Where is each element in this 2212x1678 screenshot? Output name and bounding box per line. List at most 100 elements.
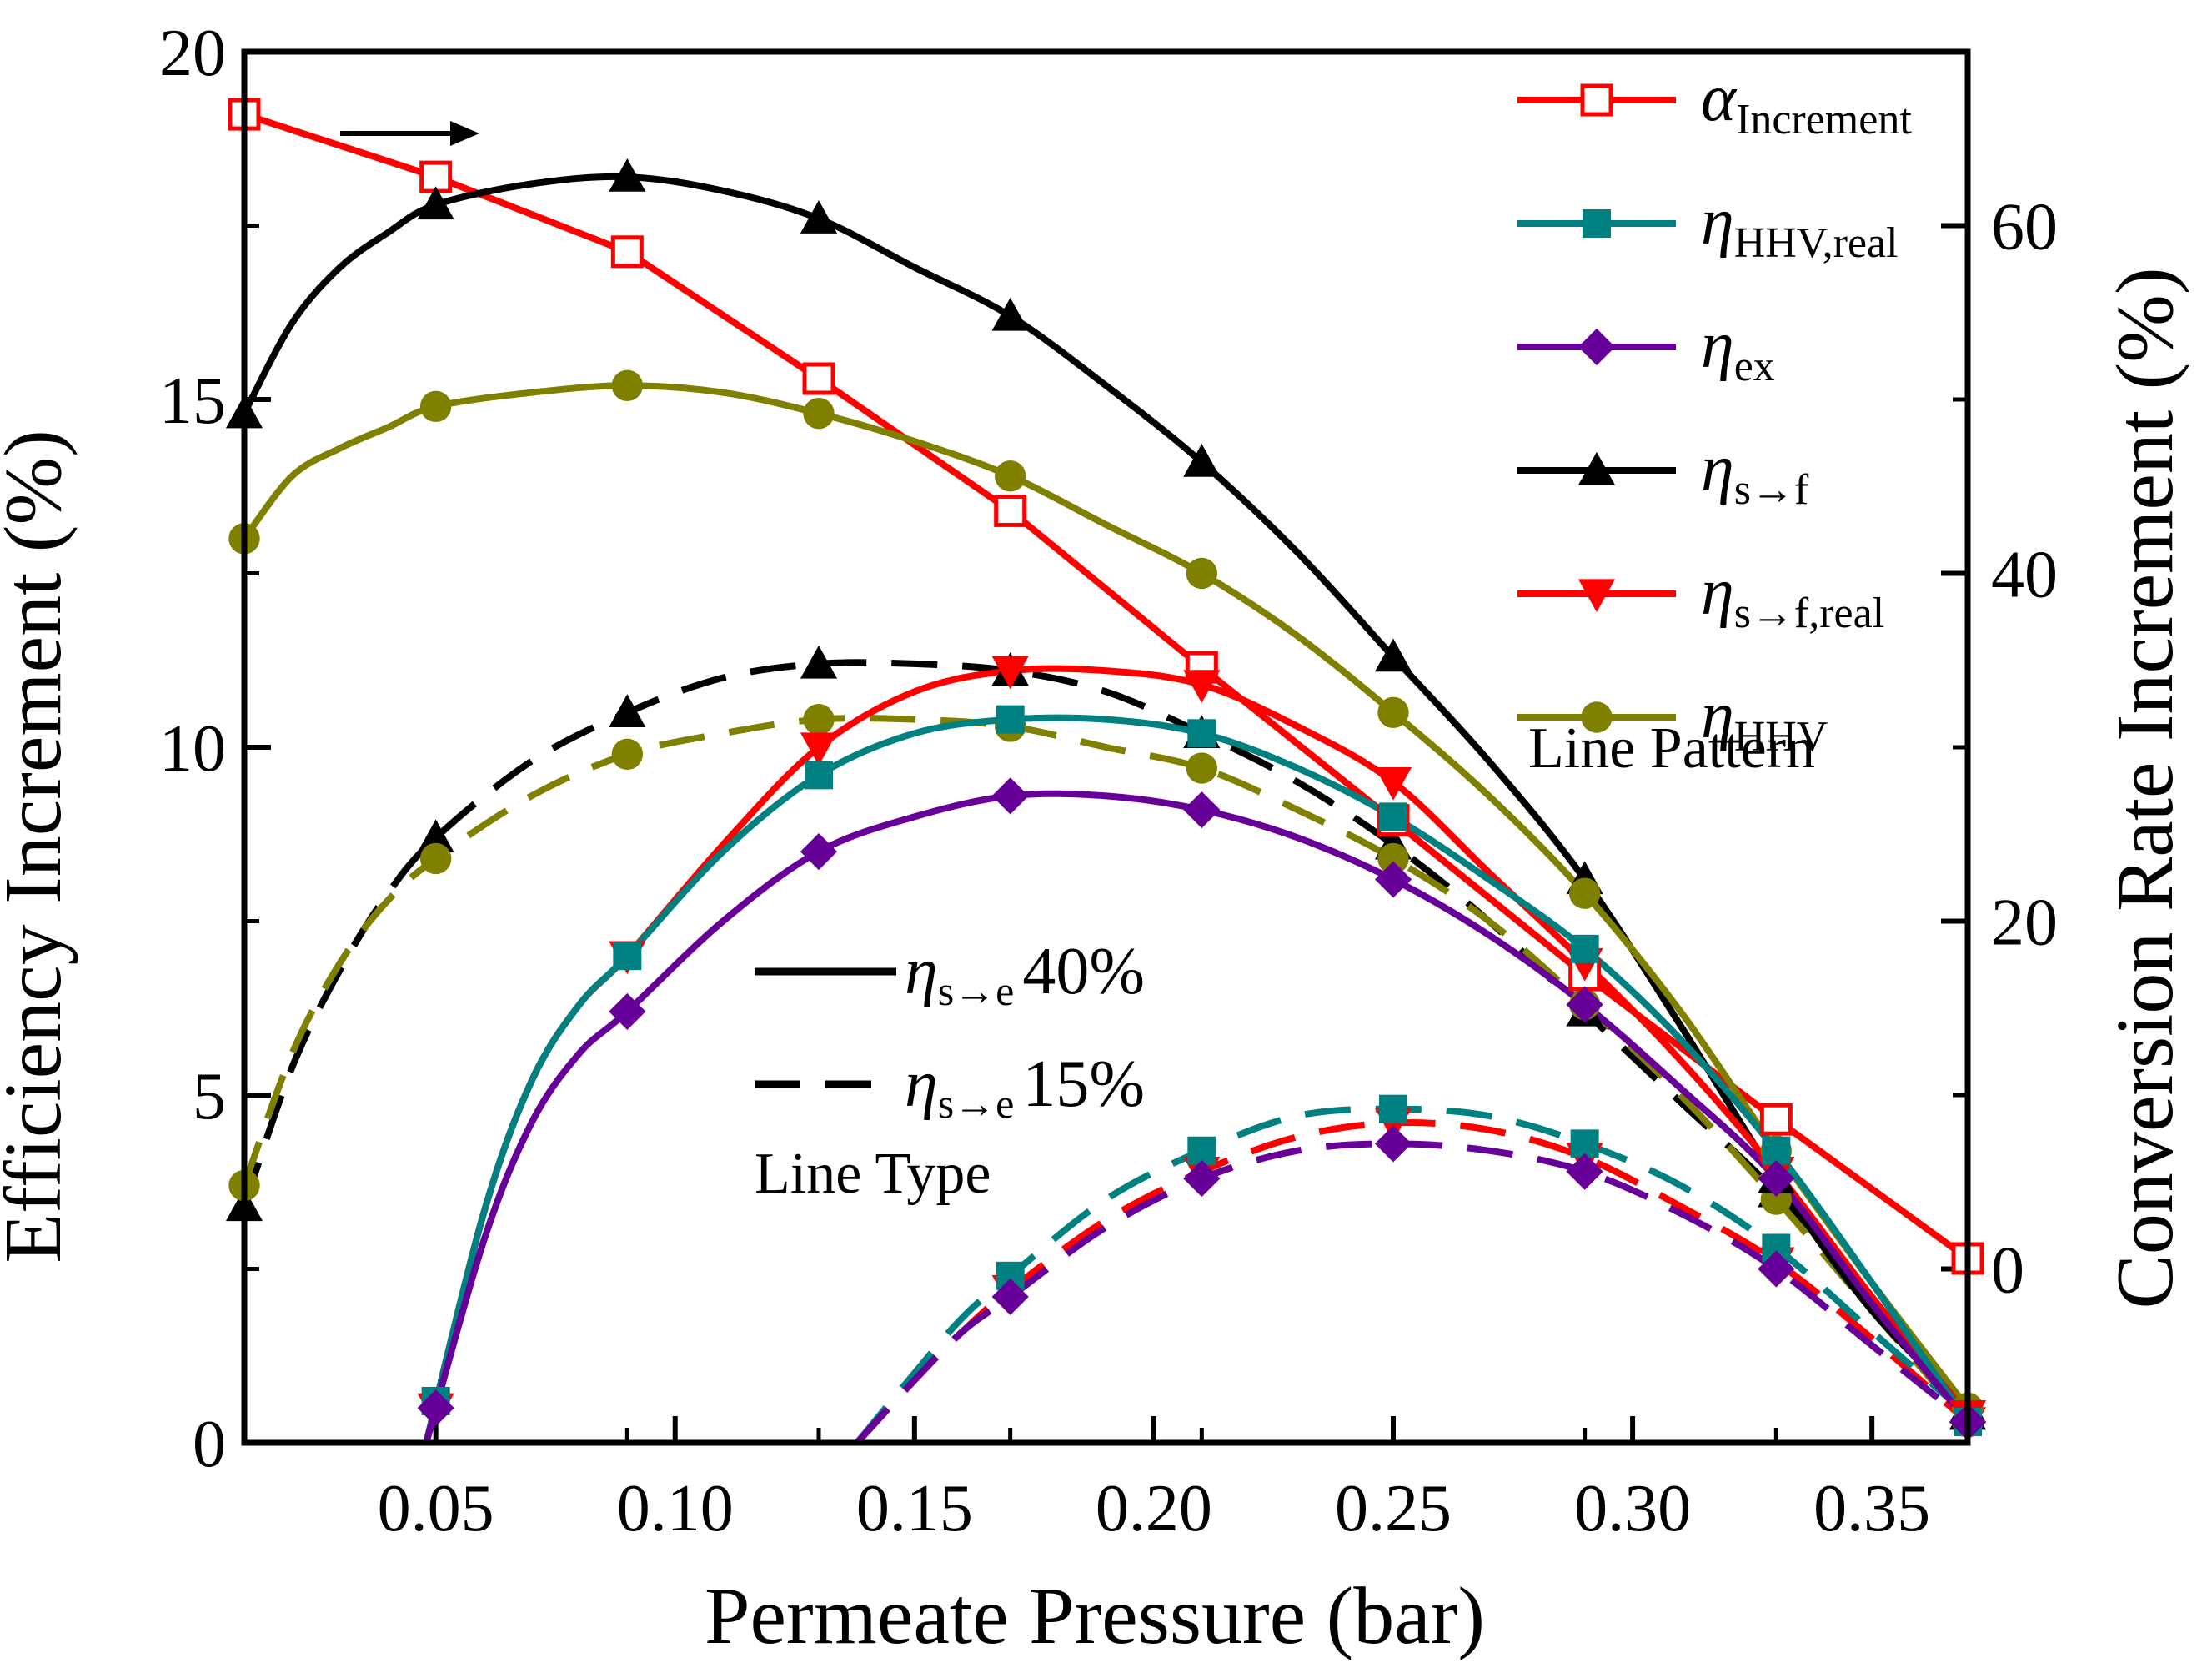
- legend-item-eta_s_f_real_40: ηs→f,real: [1701, 555, 1884, 637]
- data-point: [1580, 83, 1613, 117]
- data-point: [417, 819, 454, 853]
- data-point: [991, 777, 1029, 815]
- x-tick-label: 0.15: [856, 1472, 973, 1545]
- data-point: [991, 656, 1029, 690]
- data-point: [1581, 701, 1613, 733]
- legend-line-type-title: Line Type: [755, 1142, 991, 1206]
- tick-labels: 0.05 0.10 0.15 0.20 0.25 0.30 0.35 0 5 10 15 20 0 20 4…: [159, 17, 2058, 1545]
- data-point: [1566, 1153, 1603, 1190]
- series-line-eta_HHV_40: [241, 382, 1971, 1410]
- series-line-eta_s_f_15: [241, 659, 1971, 1418]
- data-point: [1186, 752, 1218, 784]
- y-tick-label: 20: [159, 17, 226, 90]
- legend-item-eta_HHV_real_40: ηHHV,real: [1701, 185, 1899, 267]
- data-point: [1374, 638, 1412, 672]
- series-line-eta_HHV_15: [241, 715, 1971, 1424]
- y-tick-label: 5: [193, 1060, 226, 1133]
- x-tick-label: 0.30: [1574, 1472, 1691, 1545]
- y-axis-title: Efficiency Increment (%): [0, 430, 78, 1263]
- y2-tick-label: 0: [1991, 1234, 2024, 1308]
- x-tick-label: 0.25: [1335, 1472, 1452, 1545]
- x-tick-label: 0.35: [1813, 1472, 1930, 1545]
- data-point: [1374, 1125, 1412, 1163]
- data-point: [1577, 579, 1616, 613]
- data-point: [417, 186, 454, 220]
- data-point: [991, 297, 1029, 331]
- data-point: [419, 842, 452, 875]
- data-point: [1183, 670, 1221, 704]
- data-point: [1183, 1159, 1221, 1198]
- data-point: [1183, 791, 1221, 829]
- data-point: [805, 761, 833, 790]
- series-line-eta_ex_40: [423, 790, 1971, 1444]
- series-line-alpha: [243, 111, 1970, 1262]
- data-point: [611, 369, 644, 402]
- series-line-eta_ex_15: [854, 1140, 1970, 1445]
- y-tick-label: 0: [193, 1408, 226, 1481]
- data-point: [803, 703, 835, 736]
- data-point: [609, 992, 646, 1031]
- data-point: [802, 362, 835, 395]
- data-point: [803, 397, 835, 430]
- data-point: [994, 494, 1027, 527]
- data-point: [1374, 861, 1412, 898]
- data-point: [1758, 1159, 1795, 1198]
- legend-item-alpha: αIncrement: [1701, 62, 1912, 143]
- data-point: [1379, 1094, 1407, 1123]
- legend-item-eta_s_f_40: ηs→f: [1701, 432, 1809, 514]
- data-point: [1186, 557, 1218, 590]
- y2-tick-label: 20: [1991, 887, 2058, 960]
- data-point: [419, 160, 453, 193]
- legend-line-type: ηs→e 40% ηs→e 15%: [755, 935, 1145, 1127]
- data-point: [994, 460, 1026, 492]
- data-point: [1374, 767, 1412, 801]
- data-point: [417, 1389, 454, 1427]
- legend-type-item: ηs→e 15%: [905, 1047, 1145, 1127]
- data-point: [1566, 986, 1603, 1023]
- x-tick-label: 0.20: [1096, 1472, 1212, 1545]
- data-point: [800, 200, 838, 234]
- data-point: [1577, 451, 1616, 485]
- data-point: [419, 390, 452, 423]
- data-point: [610, 235, 644, 269]
- y2-tick-label: 60: [1991, 191, 2058, 264]
- data-point: [1377, 696, 1409, 728]
- y-tick-label: 15: [159, 364, 226, 438]
- y-tick-label: 10: [159, 712, 226, 786]
- plot-frame: [241, 48, 1971, 1446]
- legend-item-eta_HHV_40: ηHHV: [1701, 679, 1828, 761]
- y2-tick-label: 40: [1991, 539, 2058, 612]
- data-point: [800, 732, 838, 766]
- data-point: [1379, 802, 1407, 831]
- data-point: [611, 738, 644, 771]
- data-point: [609, 694, 646, 727]
- y2-axis-title: Conversion Rate Increment (%): [2100, 267, 2190, 1309]
- data-point: [1758, 1250, 1795, 1288]
- series-line-eta_HHV_real_40: [423, 714, 1971, 1444]
- legend-item-eta_ex_40: ηex: [1701, 309, 1775, 390]
- right-axis-arrow: [340, 121, 479, 146]
- legend-type-item: ηs→e 40%: [905, 935, 1145, 1014]
- data-point: [1759, 1103, 1793, 1136]
- data-point: [800, 833, 838, 871]
- data-point: [1183, 443, 1221, 477]
- data-point: [1570, 934, 1599, 963]
- data-point: [609, 158, 646, 192]
- data-point: [991, 1278, 1029, 1315]
- x-tick-label: 0.05: [378, 1472, 494, 1545]
- data-point: [800, 645, 838, 679]
- x-axis-title: Permeate Pressure (bar): [705, 1571, 1485, 1661]
- markers-layer: [225, 98, 1987, 1441]
- series-line-eta_s_f_real_40: [423, 665, 1971, 1444]
- data-point: [1577, 328, 1616, 366]
- legend-line-pattern-title: Line Pattern: [1528, 716, 1815, 781]
- data-point: [613, 942, 642, 971]
- data-point: [1583, 209, 1611, 238]
- data-point: [1568, 877, 1601, 909]
- data-point: [996, 705, 1025, 734]
- data-point: [1377, 842, 1409, 875]
- x-tick-label: 0.10: [617, 1472, 734, 1545]
- legend-line-pattern: αIncrement ηHHV,real ηex ηs→f ηs→f,real ηHHV: [1517, 62, 1912, 761]
- data-point: [1187, 719, 1216, 748]
